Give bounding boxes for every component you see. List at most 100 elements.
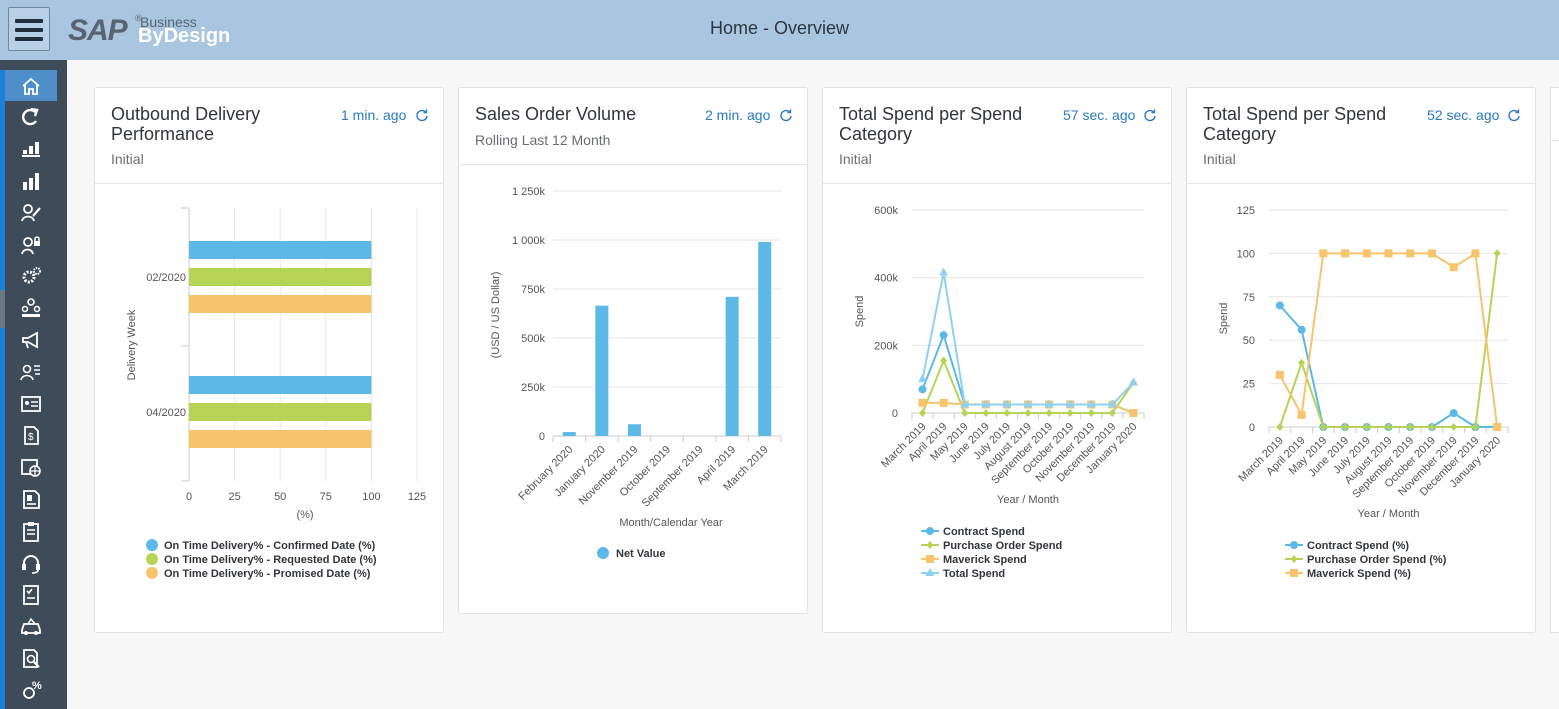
x-tick-label: February 2020 <box>516 444 575 503</box>
headset-icon <box>22 554 40 574</box>
data-point <box>919 409 927 417</box>
sidebar-item-calendar-globe[interactable] <box>5 452 57 483</box>
sidebar-item-search-doc[interactable] <box>5 642 57 673</box>
card-refresh-age[interactable]: 52 sec. ago <box>1427 107 1500 123</box>
data-point <box>1471 249 1480 258</box>
sidebar-item-user-lock[interactable] <box>5 229 57 260</box>
legend-label: Net Value <box>616 548 666 560</box>
sidebar-item-car[interactable] <box>5 611 57 642</box>
sidebar-item-clipboard[interactable] <box>5 515 57 546</box>
card-total-spend-percent[interactable]: Total Spend per Spend Category 52 sec. a… <box>1186 87 1536 633</box>
y-tick-label: 75 <box>1243 292 1255 304</box>
legend-label: Maverick Spend <box>943 554 1027 566</box>
card-subtitle: Initial <box>111 151 144 167</box>
y-tick-label: 250k <box>521 382 545 394</box>
refresh-icon[interactable] <box>779 108 793 122</box>
data-point <box>1428 423 1436 431</box>
hamburger-menu-button[interactable] <box>8 7 50 51</box>
y-axis-title: Spend <box>1218 303 1230 335</box>
card-refresh-age[interactable]: 2 min. ago <box>705 107 771 123</box>
sidebar-item-money-doc[interactable]: $ <box>5 420 57 451</box>
card-partial-offscreen[interactable] <box>1550 87 1559 633</box>
checklist-icon <box>23 585 39 606</box>
bar <box>189 376 372 394</box>
redo-icon <box>22 108 39 126</box>
data-point <box>1385 423 1392 431</box>
car-icon <box>21 617 41 636</box>
legend-marker <box>925 568 935 576</box>
data-point <box>1086 399 1096 408</box>
legend-marker <box>146 567 158 579</box>
logo-bydesign-text: ByDesign <box>138 25 231 47</box>
sidebar-item-id-card[interactable] <box>5 388 57 419</box>
x-tick-label: 25 <box>228 491 240 503</box>
data-point <box>1362 249 1371 258</box>
sidebar-item-group[interactable] <box>5 293 57 324</box>
legend-marker <box>926 555 934 563</box>
x-axis-title: Month/Calendar Year <box>619 517 723 529</box>
sidebar-item-redo[interactable] <box>5 102 57 133</box>
data-point <box>1128 377 1138 386</box>
data-point <box>1449 263 1458 272</box>
sidebar-item-percent[interactable]: % <box>5 674 57 705</box>
y-tick-label: 1 250k <box>512 186 546 198</box>
data-point <box>1319 423 1327 431</box>
delivery-performance-chart: 0 25 50 75 100 125 02/2020 04/2020 (%) Delivery W… <box>126 207 426 580</box>
x-tick-label: 100 <box>362 491 380 503</box>
bar <box>189 430 372 448</box>
data-point <box>982 409 990 417</box>
sidebar-item-megaphone[interactable] <box>5 324 57 355</box>
refresh-icon[interactable] <box>415 108 429 122</box>
x-axis-title: Year / Month <box>997 494 1059 506</box>
sap-bydesign-logo[interactable]: SAP ® Business ByDesign <box>68 10 238 50</box>
sidebar-item-edit-people[interactable] <box>5 197 57 228</box>
card-subtitle: Initial <box>839 151 872 167</box>
logo-registered-mark: ® <box>135 13 142 23</box>
y-tick-label: 400k <box>874 273 898 285</box>
legend-label: Total Spend <box>943 568 1005 580</box>
card-sales-order-volume[interactable]: Sales Order Volume 2 min. ago Rolling La… <box>458 87 808 614</box>
sidebar-item-home[interactable] <box>5 70 57 101</box>
home-icon <box>22 77 40 95</box>
sidebar-item-headset[interactable] <box>5 547 57 578</box>
sidebar-item-invoice[interactable] <box>5 483 57 514</box>
card-subtitle: Initial <box>1203 151 1236 167</box>
y-tick-label: 0 <box>892 408 898 420</box>
data-point <box>939 267 949 276</box>
svg-text:%: % <box>32 680 42 692</box>
group-icon <box>21 298 41 318</box>
card-total-spend[interactable]: Total Spend per Spend Category 57 sec. a… <box>822 87 1172 633</box>
card-refresh-age[interactable]: 1 min. ago <box>341 107 407 123</box>
y-tick-label: 0 <box>539 431 545 443</box>
x-tick-label: 75 <box>320 491 332 503</box>
data-point <box>1341 249 1350 258</box>
data-point <box>939 398 948 407</box>
card-outbound-delivery[interactable]: Outbound Delivery Performance 1 min. ago… <box>94 87 444 633</box>
sidebar-item-gears[interactable] <box>5 261 57 292</box>
sidebar-accent-bar <box>0 70 5 709</box>
data-point <box>1003 409 1011 417</box>
bar <box>189 295 372 313</box>
data-point <box>1449 409 1458 418</box>
card-refresh-age[interactable]: 57 sec. ago <box>1063 107 1136 123</box>
sidebar-item-dashboard[interactable] <box>5 134 57 165</box>
y-tick-label: 1 000k <box>512 235 546 247</box>
sidebar-item-bar-chart[interactable] <box>5 165 57 196</box>
sidebar-item-user-list[interactable] <box>5 356 57 387</box>
sidebar-item-checklist[interactable] <box>5 579 57 610</box>
data-point <box>1493 249 1501 258</box>
user-lock-icon <box>21 235 40 254</box>
refresh-icon[interactable] <box>1143 108 1157 122</box>
y-tick-label: 50 <box>1243 335 1255 347</box>
card-divider <box>459 164 807 165</box>
series-line <box>1279 304 1498 428</box>
refresh-icon[interactable] <box>1507 108 1521 122</box>
data-point <box>939 331 948 340</box>
y-tick-label: 04/2020 <box>146 407 186 419</box>
y-tick-label: 500k <box>521 333 545 345</box>
legend-marker <box>926 527 934 535</box>
logo-sap-text: SAP <box>68 14 128 47</box>
